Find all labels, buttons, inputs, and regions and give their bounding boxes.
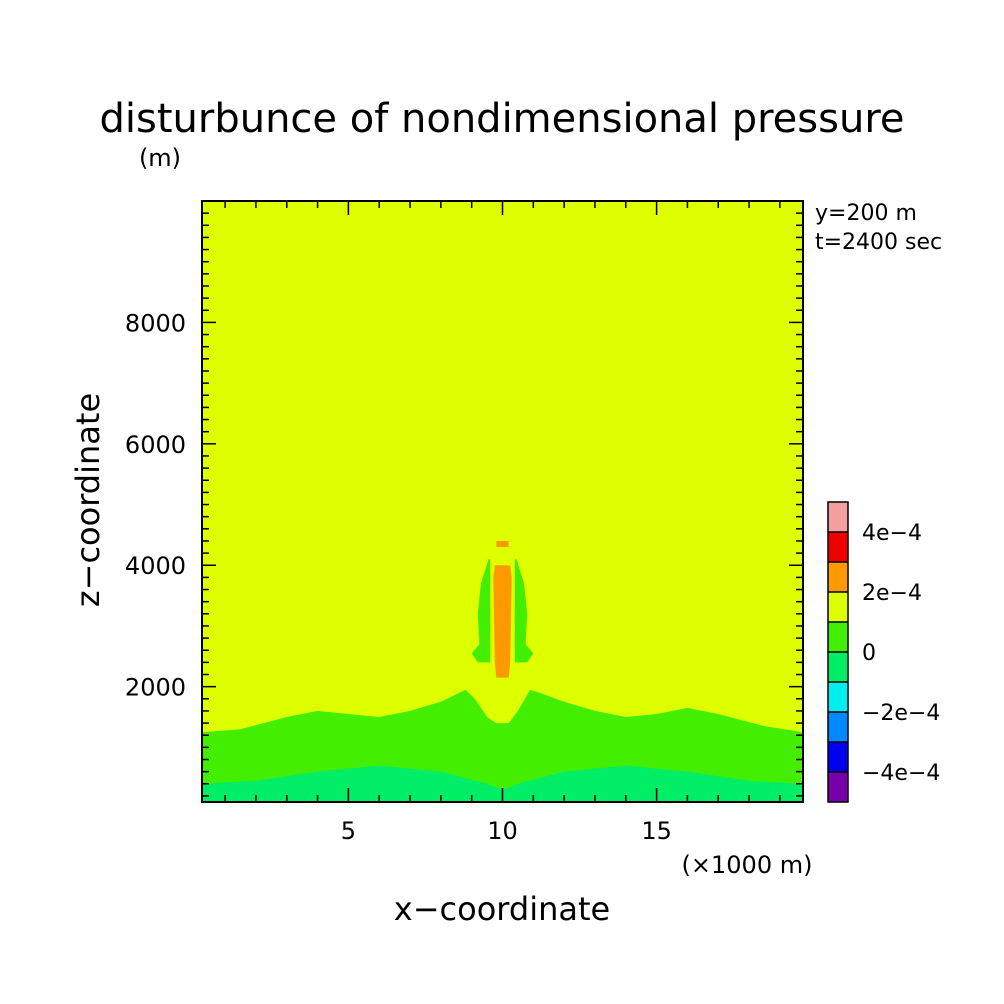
colorbar-swatch bbox=[828, 592, 848, 622]
colorbar: 4e−4 2e−4 0 −2e−4 −4e−4 bbox=[827, 501, 940, 803]
region-near-surface-band bbox=[202, 765, 803, 802]
colorbar-label: −2e−4 bbox=[862, 701, 940, 726]
y-unit-label: (m) bbox=[139, 144, 181, 172]
y-axis-label: z−coordinate bbox=[69, 393, 107, 607]
y-tick-label: 4000 bbox=[125, 552, 186, 580]
x-unit-label: (×1000 m) bbox=[682, 851, 813, 879]
x-axis-label: x−coordinate bbox=[394, 890, 610, 928]
background-field bbox=[202, 201, 803, 802]
region-core-left-lobe bbox=[471, 559, 491, 663]
plot-area bbox=[202, 201, 803, 802]
time-info: t=2400 sec bbox=[815, 230, 942, 255]
chart-title: disturbunce of nondimensional pressure bbox=[100, 96, 905, 142]
region-core-cap bbox=[496, 541, 509, 547]
x-tick-label: 5 bbox=[341, 817, 356, 845]
y-tick-label: 8000 bbox=[125, 309, 186, 337]
colorbar-swatch bbox=[828, 532, 848, 562]
colorbar-swatch bbox=[828, 712, 848, 742]
colorbar-label: 4e−4 bbox=[862, 521, 922, 546]
tick-labels: 5 10 15 2000 4000 6000 8000 bbox=[125, 309, 672, 845]
colorbar-swatch bbox=[828, 652, 848, 682]
region-core-column bbox=[493, 565, 512, 678]
colorbar-label: 0 bbox=[862, 641, 876, 666]
colorbar-swatch bbox=[828, 772, 848, 802]
plot-frame bbox=[201, 200, 804, 803]
colorbar-swatch bbox=[828, 502, 848, 532]
colorbar-label: −4e−4 bbox=[862, 761, 940, 786]
colorbar-swatch bbox=[828, 742, 848, 772]
colorbar-swatch bbox=[828, 622, 848, 652]
x-tick-label: 15 bbox=[641, 817, 672, 845]
axis-ticks bbox=[202, 200, 803, 802]
colorbar-frame bbox=[827, 501, 849, 803]
coordinate-info: y=200 m bbox=[815, 201, 917, 226]
colorbar-label: 2e−4 bbox=[862, 581, 922, 606]
y-tick-label: 2000 bbox=[125, 674, 186, 702]
contour-regions bbox=[202, 541, 803, 802]
colorbar-swatch bbox=[828, 562, 848, 592]
colorbar-swatch bbox=[828, 682, 848, 712]
region-core-right-lobe bbox=[514, 559, 534, 663]
x-tick-label: 10 bbox=[487, 817, 518, 845]
y-tick-label: 6000 bbox=[125, 431, 186, 459]
